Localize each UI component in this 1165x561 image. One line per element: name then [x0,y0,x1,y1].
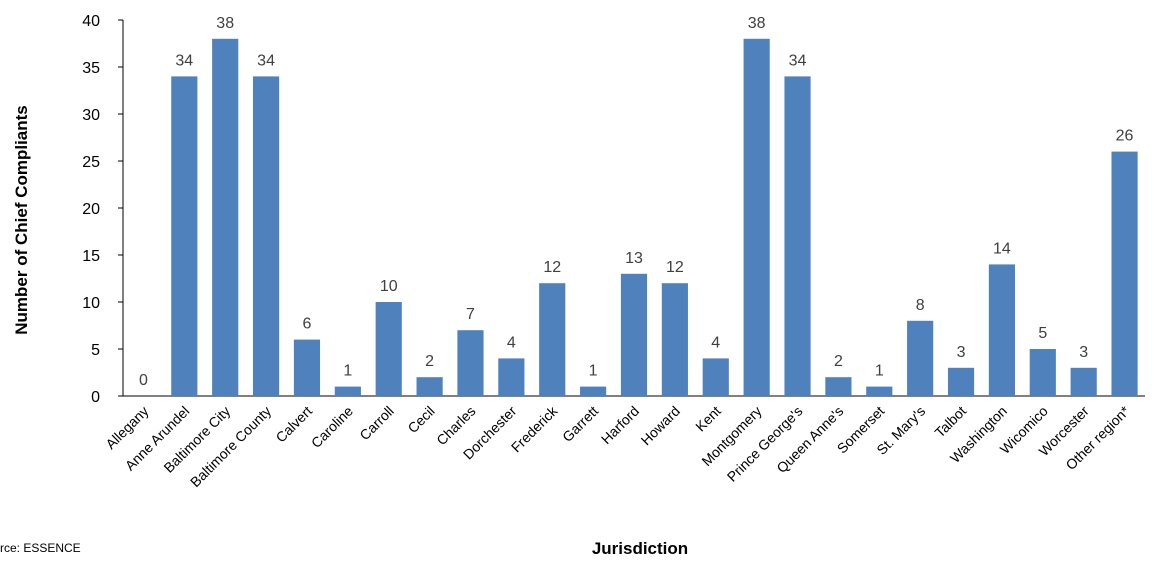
y-tick-label: 10 [82,295,100,312]
data-label: 34 [175,52,193,69]
y-tick-label: 20 [82,201,100,218]
y-tick-label: 40 [82,13,100,30]
bar [1029,349,1056,396]
bar [988,264,1016,396]
data-label: 26 [1116,128,1134,145]
data-label: 1 [589,363,598,380]
data-label: 0 [139,372,148,389]
y-tick-label: 0 [91,389,100,406]
bar [539,283,566,396]
y-axis-ticks: 0 5 10 15 20 25 30 35 40 [82,13,123,406]
data-label: 4 [711,334,720,351]
x-tick-label: Talbot [931,403,969,441]
x-tick-label: Frederick [508,402,561,455]
bar [252,76,280,397]
bar [947,367,975,396]
data-label: 38 [216,15,234,32]
x-tick-label: Cecil [404,403,437,436]
bar [212,38,239,397]
source-note: rce: ESSENCE [0,541,81,555]
bar [498,358,525,396]
data-label: 5 [1038,325,1047,342]
x-tick-label: Howard [638,403,683,448]
x-axis-title: Jurisdiction [592,539,688,558]
data-label: 6 [303,316,312,333]
bar [702,358,729,396]
bar [1111,151,1138,396]
bar [743,38,770,397]
data-label: 1 [343,363,352,380]
data-label: 14 [993,240,1011,257]
data-label: 10 [380,278,398,295]
y-tick-label: 30 [82,107,100,124]
data-label: 13 [625,250,643,267]
x-tick-label: Kent [692,403,724,435]
bar [334,386,361,396]
bar [620,273,648,396]
y-tick-label: 25 [82,154,100,171]
bar [580,386,607,396]
data-label: 34 [257,52,275,69]
bar [293,339,321,396]
data-label: 4 [507,334,516,351]
data-label: 2 [834,353,843,370]
data-label: 8 [916,297,925,314]
y-tick-label: 5 [91,342,100,359]
data-label: 38 [748,15,766,32]
y-tick-label: 15 [82,248,100,265]
x-tick-label: Caroline [308,403,356,451]
data-label: 3 [1079,344,1088,361]
bars [171,38,1138,397]
bar [866,386,893,396]
data-label: 34 [789,52,807,69]
bar [457,330,484,396]
y-axis-title: Number of Chief Compliants [12,105,31,335]
bar [171,76,198,397]
data-label: 12 [666,259,684,276]
bar [1070,367,1097,396]
y-tick-label: 35 [82,60,100,77]
x-tick-label: Carroll [356,403,396,443]
data-label: 12 [543,259,561,276]
data-label: 2 [425,353,434,370]
bar [784,76,811,397]
data-label: 7 [466,306,475,323]
bar [375,302,402,396]
x-tick-label: Garrett [559,403,601,445]
bar [907,320,934,396]
x-tick-label: Harford [598,403,642,447]
bar [416,377,443,396]
bar [661,283,688,396]
bar [825,377,852,396]
data-label: 1 [875,363,884,380]
data-label: 3 [957,344,966,361]
